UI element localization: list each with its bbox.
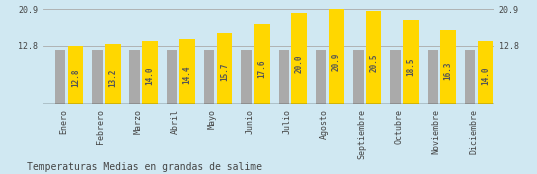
Bar [477, 41, 494, 104]
Text: 14.0: 14.0 [146, 66, 155, 85]
Bar [329, 9, 344, 104]
Bar [68, 46, 83, 104]
Bar [353, 50, 364, 104]
Text: 20.0: 20.0 [295, 54, 303, 73]
Bar [241, 50, 252, 104]
Text: 16.3: 16.3 [444, 62, 453, 80]
Bar [440, 30, 456, 104]
Bar [129, 50, 140, 104]
Bar [465, 50, 475, 104]
Bar [142, 41, 158, 104]
Bar [55, 50, 66, 104]
Text: 18.5: 18.5 [407, 57, 416, 76]
Bar [254, 24, 270, 104]
Bar [316, 50, 326, 104]
Text: 20.5: 20.5 [369, 53, 378, 72]
Text: Temperaturas Medias en grandas de salime: Temperaturas Medias en grandas de salime [27, 162, 262, 172]
Text: 14.4: 14.4 [183, 66, 192, 84]
Bar [217, 33, 233, 104]
Text: 17.6: 17.6 [257, 59, 266, 77]
Text: 20.9: 20.9 [332, 52, 341, 71]
Bar [179, 39, 195, 104]
Bar [92, 50, 103, 104]
Bar [427, 50, 438, 104]
Bar [279, 50, 289, 104]
Text: 15.7: 15.7 [220, 63, 229, 81]
Bar [291, 13, 307, 104]
Text: 12.8: 12.8 [71, 69, 80, 87]
Bar [166, 50, 177, 104]
Bar [390, 50, 401, 104]
Bar [403, 20, 419, 104]
Bar [105, 44, 120, 104]
Bar [204, 50, 214, 104]
Bar [366, 11, 381, 104]
Text: 13.2: 13.2 [108, 68, 117, 86]
Text: 14.0: 14.0 [481, 66, 490, 85]
